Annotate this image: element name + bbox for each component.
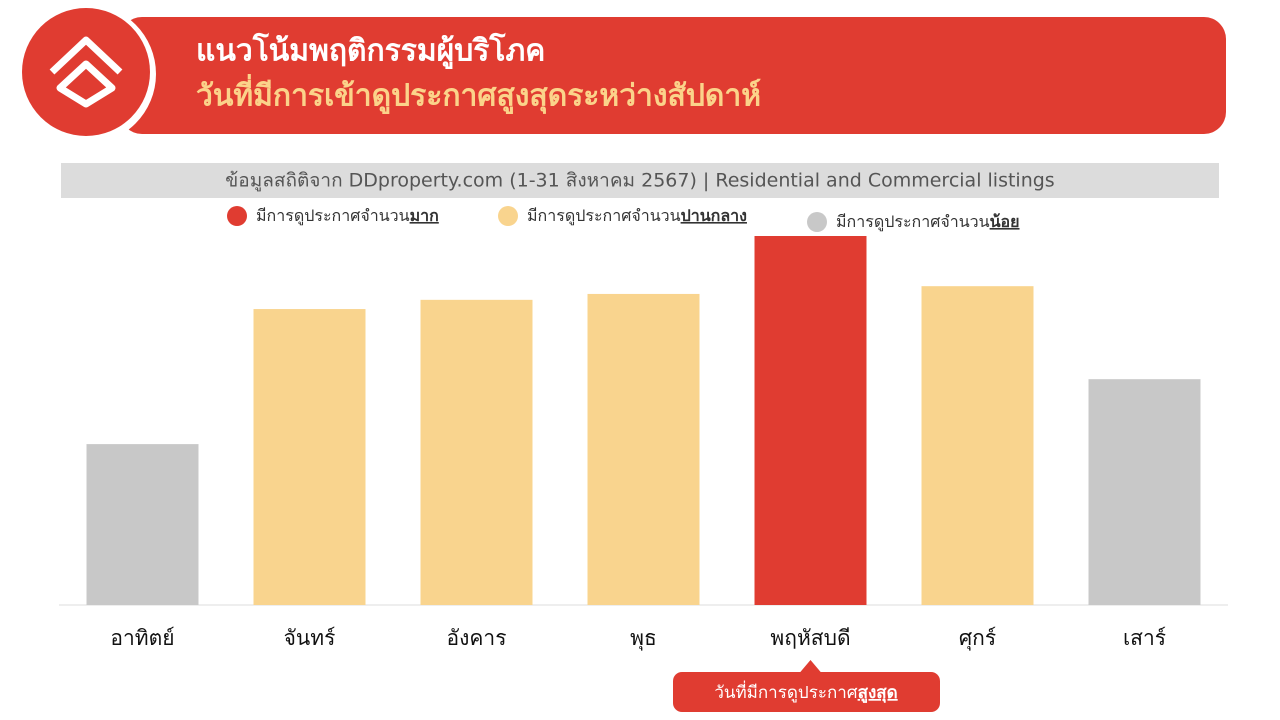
header-banner	[120, 17, 1226, 134]
bar	[587, 293, 700, 605]
header-subtitle: วันที่มีการเข้าดูประกาศสูงสุดระหว่างสัปด…	[196, 74, 761, 115]
callout-pointer	[799, 660, 822, 673]
annotation-emphasis: สูงสุด	[858, 683, 898, 704]
logo	[22, 8, 150, 136]
legend-emphasis: มาก	[410, 206, 439, 225]
legend-emphasis: น้อย	[990, 212, 1020, 231]
legend-label: มีการดูประกาศจำนวนน้อย	[836, 212, 1020, 232]
header-title: แนวโน้มพฤติกรรมผู้บริโภค	[196, 32, 545, 70]
legend-text: มีการดูประกาศจำนวน	[256, 206, 410, 226]
legend-text: มีการดูประกาศจำนวน	[836, 212, 990, 232]
chart-subtitle: ข้อมูลสถิติจาก DDproperty.com (1-31 สิงห…	[225, 170, 1054, 192]
legend-text: มีการดูประกาศจำนวน	[527, 206, 681, 226]
legend-swatch	[498, 206, 518, 226]
x-tick-label: อังคาร	[447, 626, 507, 650]
bar	[921, 286, 1034, 605]
bar	[253, 309, 366, 605]
x-tick-label: จันทร์	[284, 626, 336, 650]
legend-swatch	[807, 212, 827, 232]
bar	[420, 299, 533, 605]
source-band	[61, 163, 1219, 198]
x-tick-label: อาทิตย์	[110, 626, 174, 650]
annotation-text: วันที่มีการดูประกาศ	[714, 680, 857, 703]
x-tick-label: ศุกร์	[959, 626, 996, 651]
legend-emphasis: ปานกลาง	[681, 206, 747, 225]
x-tick-label: พุธ	[630, 626, 657, 651]
x-tick-label: เสาร์	[1123, 626, 1166, 650]
logo-icon	[49, 36, 123, 108]
legend-label: มีการดูประกาศจำนวนปานกลาง	[527, 206, 747, 226]
bar	[1088, 379, 1201, 605]
annotation: วันที่มีการดูประกาศสูงสุด	[714, 680, 897, 704]
x-tick-label: พฤหัสบดี	[770, 626, 850, 650]
bar	[754, 236, 867, 605]
bar	[86, 444, 199, 605]
legend-swatch	[227, 206, 247, 226]
legend-label: มีการดูประกาศจำนวนมาก	[256, 206, 439, 226]
callout	[673, 672, 940, 712]
